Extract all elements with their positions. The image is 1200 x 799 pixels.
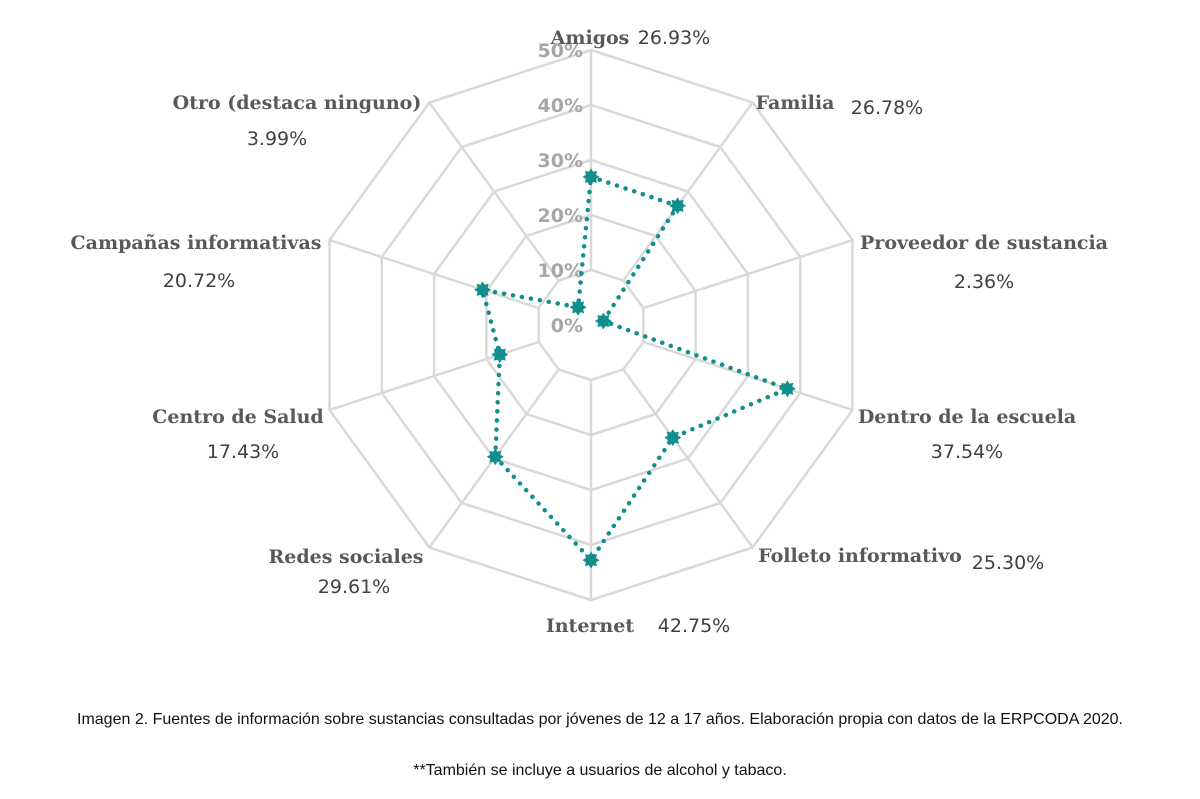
data-point xyxy=(594,312,612,330)
data-point xyxy=(778,380,796,398)
tick-label: 50% xyxy=(538,40,583,62)
series-line xyxy=(479,173,794,564)
category-label: Folleto informativo xyxy=(758,545,962,567)
tick-label: 10% xyxy=(538,260,583,282)
value-label: 42.75% xyxy=(658,615,730,637)
grid-spoke xyxy=(329,238,540,310)
grid-spoke xyxy=(428,101,560,282)
data-point xyxy=(582,551,600,569)
figure-footnote: **También se incluye a usuarios de alcoh… xyxy=(413,762,787,779)
tick-label: 0% xyxy=(551,315,583,337)
category-label: Centro de Salud xyxy=(152,406,323,428)
value-label: 26.93% xyxy=(638,27,710,49)
grid-spoke xyxy=(642,238,853,310)
category-label: Otro (destaca ninguno) xyxy=(173,92,422,114)
value-label: 3.99% xyxy=(247,128,307,150)
radar-chart: 0% 10% 20% 30% 40% 50%Amigos 26.93% Familia 26.7… xyxy=(71,27,1108,637)
tick-label: 30% xyxy=(538,150,583,172)
data-point xyxy=(669,197,687,215)
category-label: Campañas informativas xyxy=(71,232,322,254)
category-label: Internet xyxy=(546,615,634,637)
value-label: 20.72% xyxy=(163,270,235,292)
grid-spoke xyxy=(622,368,754,549)
category-label: Proveedor de sustancia xyxy=(860,232,1108,254)
data-point xyxy=(664,429,682,447)
data-point xyxy=(474,281,492,299)
tick-label: 20% xyxy=(538,205,583,227)
data-point xyxy=(569,298,587,316)
tick-label: 40% xyxy=(538,95,583,117)
value-label: 37.54% xyxy=(931,441,1003,463)
value-label: 17.43% xyxy=(207,441,279,463)
category-label: Familia xyxy=(756,92,835,114)
category-label: Amigos xyxy=(550,27,630,49)
data-point xyxy=(486,448,504,466)
category-label: Redes sociales xyxy=(268,546,423,568)
value-label: 25.30% xyxy=(972,552,1044,574)
value-label: 29.61% xyxy=(318,576,390,598)
figure-caption: Imagen 2. Fuentes de información sobre s… xyxy=(77,711,1123,728)
value-label: 2.36% xyxy=(954,271,1014,293)
data-point xyxy=(491,346,509,364)
value-label: 26.78% xyxy=(851,97,923,119)
data-point xyxy=(582,168,600,186)
grid-spoke xyxy=(622,101,754,282)
category-label: Dentro de la escuela xyxy=(858,406,1076,428)
